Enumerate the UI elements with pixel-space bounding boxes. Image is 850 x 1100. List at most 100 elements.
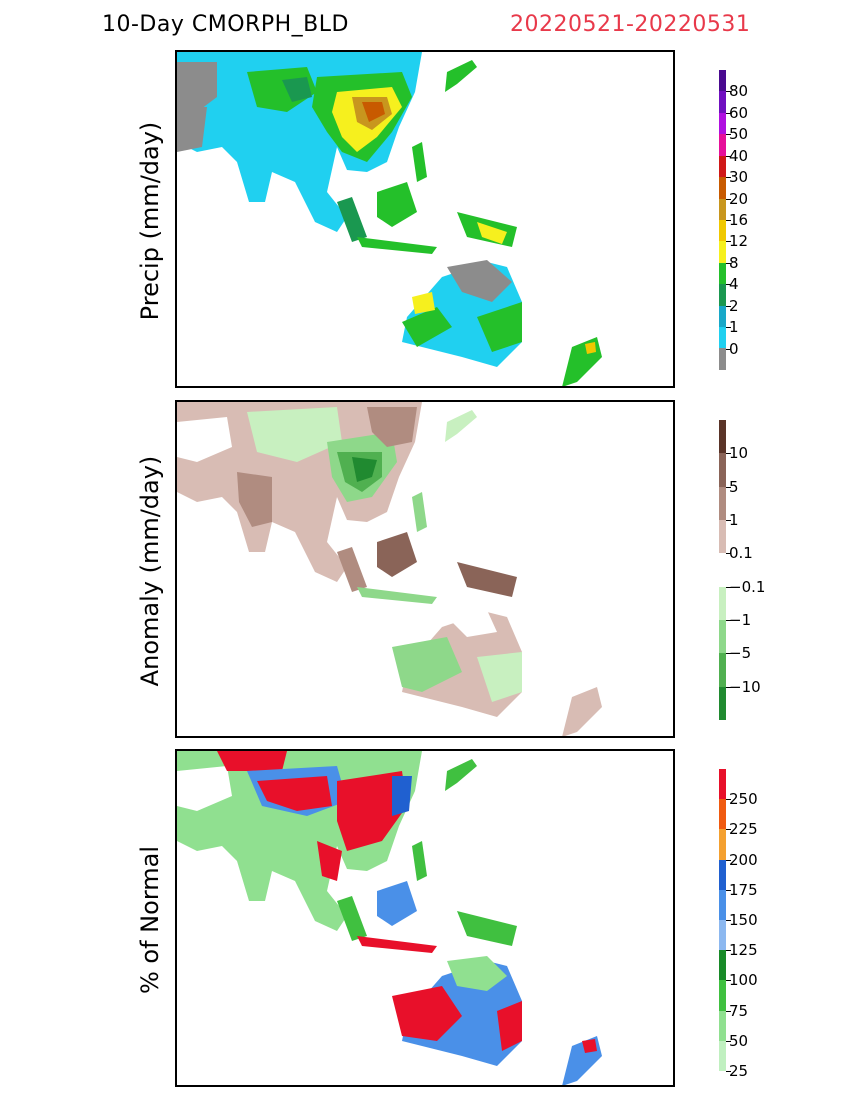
precip-colorbar (719, 70, 726, 370)
percent-map (175, 749, 675, 1087)
colorbar-tick (726, 453, 731, 455)
colorbar-tick-label: 250 (729, 790, 758, 809)
colorbar-tick (726, 134, 731, 136)
colorbar-swatch (719, 829, 726, 860)
chart-title: 10-Day CMORPH_BLD (102, 12, 349, 37)
colorbar-tick (726, 177, 731, 179)
colorbar-tick-label: −10 (729, 677, 761, 696)
colorbar-tick-label: −5 (729, 644, 752, 663)
precip-map (175, 50, 675, 388)
colorbar-tick-label: 25 (729, 1062, 749, 1080)
colorbar-tick (726, 112, 731, 114)
colorbar-tick (726, 327, 731, 329)
colorbar-swatch (719, 284, 726, 306)
colorbar-swatch (719, 619, 726, 654)
colorbar-tick-label: 75 (729, 1001, 749, 1020)
colorbar-tick-label: 5 (729, 477, 739, 496)
colorbar-tick-label: 100 (729, 971, 758, 990)
colorbar-tick (726, 920, 731, 921)
colorbar-swatch (719, 519, 726, 554)
colorbar-tick-label: 175 (729, 880, 758, 899)
colorbar-tick-label: 50 (729, 1031, 749, 1050)
precip-axis-label: Precip (mm/day) (136, 121, 164, 321)
colorbar-tick (726, 799, 731, 801)
colorbar-tick (726, 1071, 731, 1072)
colorbar-tick-label: 12 (729, 232, 749, 251)
colorbar-swatch (719, 155, 726, 178)
colorbar-swatch (719, 134, 726, 156)
colorbar-tick-label: 4 (729, 275, 739, 294)
colorbar-swatch (719, 327, 726, 349)
colorbar-tick (726, 829, 731, 831)
colorbar-tick-label: 1 (729, 511, 739, 529)
colorbar-tick-label: 0.1 (729, 544, 753, 563)
colorbar-tick (726, 980, 731, 982)
colorbar-tick (726, 220, 731, 221)
colorbar-tick (726, 198, 731, 200)
anomaly-map (175, 400, 675, 738)
colorbar-swatch (719, 453, 726, 487)
colorbar-tick-label: 10 (729, 444, 749, 463)
colorbar-swatch (719, 219, 726, 242)
colorbar-tick (726, 305, 731, 307)
colorbar-swatch (719, 241, 726, 263)
colorbar-tick (726, 1040, 731, 1042)
colorbar-swatch (719, 553, 726, 587)
colorbar-tick (726, 155, 731, 157)
colorbar-swatch (719, 653, 726, 687)
colorbar-tick-label: −1 (729, 611, 752, 629)
colorbar-swatch (719, 980, 726, 1011)
colorbar-tick (726, 520, 731, 521)
colorbar-tick-label: 2 (729, 296, 739, 315)
colorbar-tick-label: 80 (729, 82, 749, 101)
colorbar-tick (726, 586, 731, 588)
colorbar-tick (726, 241, 731, 243)
colorbar-tick (726, 348, 731, 350)
colorbar-tick-label: 16 (729, 211, 749, 229)
colorbar-tick (726, 653, 731, 655)
colorbar-tick-label: 30 (729, 168, 749, 187)
colorbar-tick-label: 0 (729, 339, 739, 358)
colorbar-tick (726, 686, 731, 688)
colorbar-swatch (719, 919, 726, 951)
colorbar-tick (726, 553, 731, 555)
colorbar-tick-label: −0.1 (729, 577, 766, 596)
percent-axis-label: % of Normal (136, 845, 164, 995)
colorbar-tick-label: 200 (729, 850, 758, 869)
colorbar-tick-label: 60 (729, 103, 749, 122)
colorbar-tick (726, 262, 731, 264)
colorbar-tick-label: 50 (729, 125, 749, 144)
colorbar-tick-label: 40 (729, 146, 749, 165)
colorbar-swatch (719, 769, 726, 800)
colorbar-swatch (719, 586, 726, 620)
colorbar-tick-label: 125 (729, 941, 758, 960)
colorbar-tick (726, 950, 731, 952)
colorbar-swatch (719, 70, 726, 92)
colorbar-swatch (719, 889, 726, 920)
colorbar-swatch (719, 112, 726, 135)
colorbar-swatch (719, 799, 726, 830)
colorbar-swatch (719, 198, 726, 220)
colorbar-tick (726, 1010, 731, 1012)
colorbar-swatch (719, 686, 726, 720)
colorbar-tick (726, 91, 731, 93)
colorbar-swatch (719, 1010, 726, 1041)
colorbar-tick-label: 1 (729, 318, 739, 337)
colorbar-swatch (719, 348, 726, 370)
colorbar-swatch (719, 486, 726, 520)
colorbar-tick-label: 20 (729, 189, 749, 208)
colorbar-swatch (719, 262, 726, 285)
percent-colorbar (719, 769, 726, 1071)
anomaly-axis-label: Anomaly (mm/day) (136, 455, 164, 687)
colorbar-tick-label: 8 (729, 253, 739, 272)
colorbar-swatch (719, 950, 726, 981)
colorbar-tick-label: 225 (729, 820, 758, 839)
colorbar-swatch (719, 177, 726, 199)
colorbar-swatch (719, 420, 726, 454)
anomaly-colorbar (719, 420, 726, 720)
colorbar-swatch (719, 305, 726, 328)
colorbar-tick (726, 889, 731, 891)
colorbar-tick (726, 620, 731, 621)
colorbar-swatch (719, 1040, 726, 1071)
date-range: 20220521-20220531 (510, 12, 751, 37)
